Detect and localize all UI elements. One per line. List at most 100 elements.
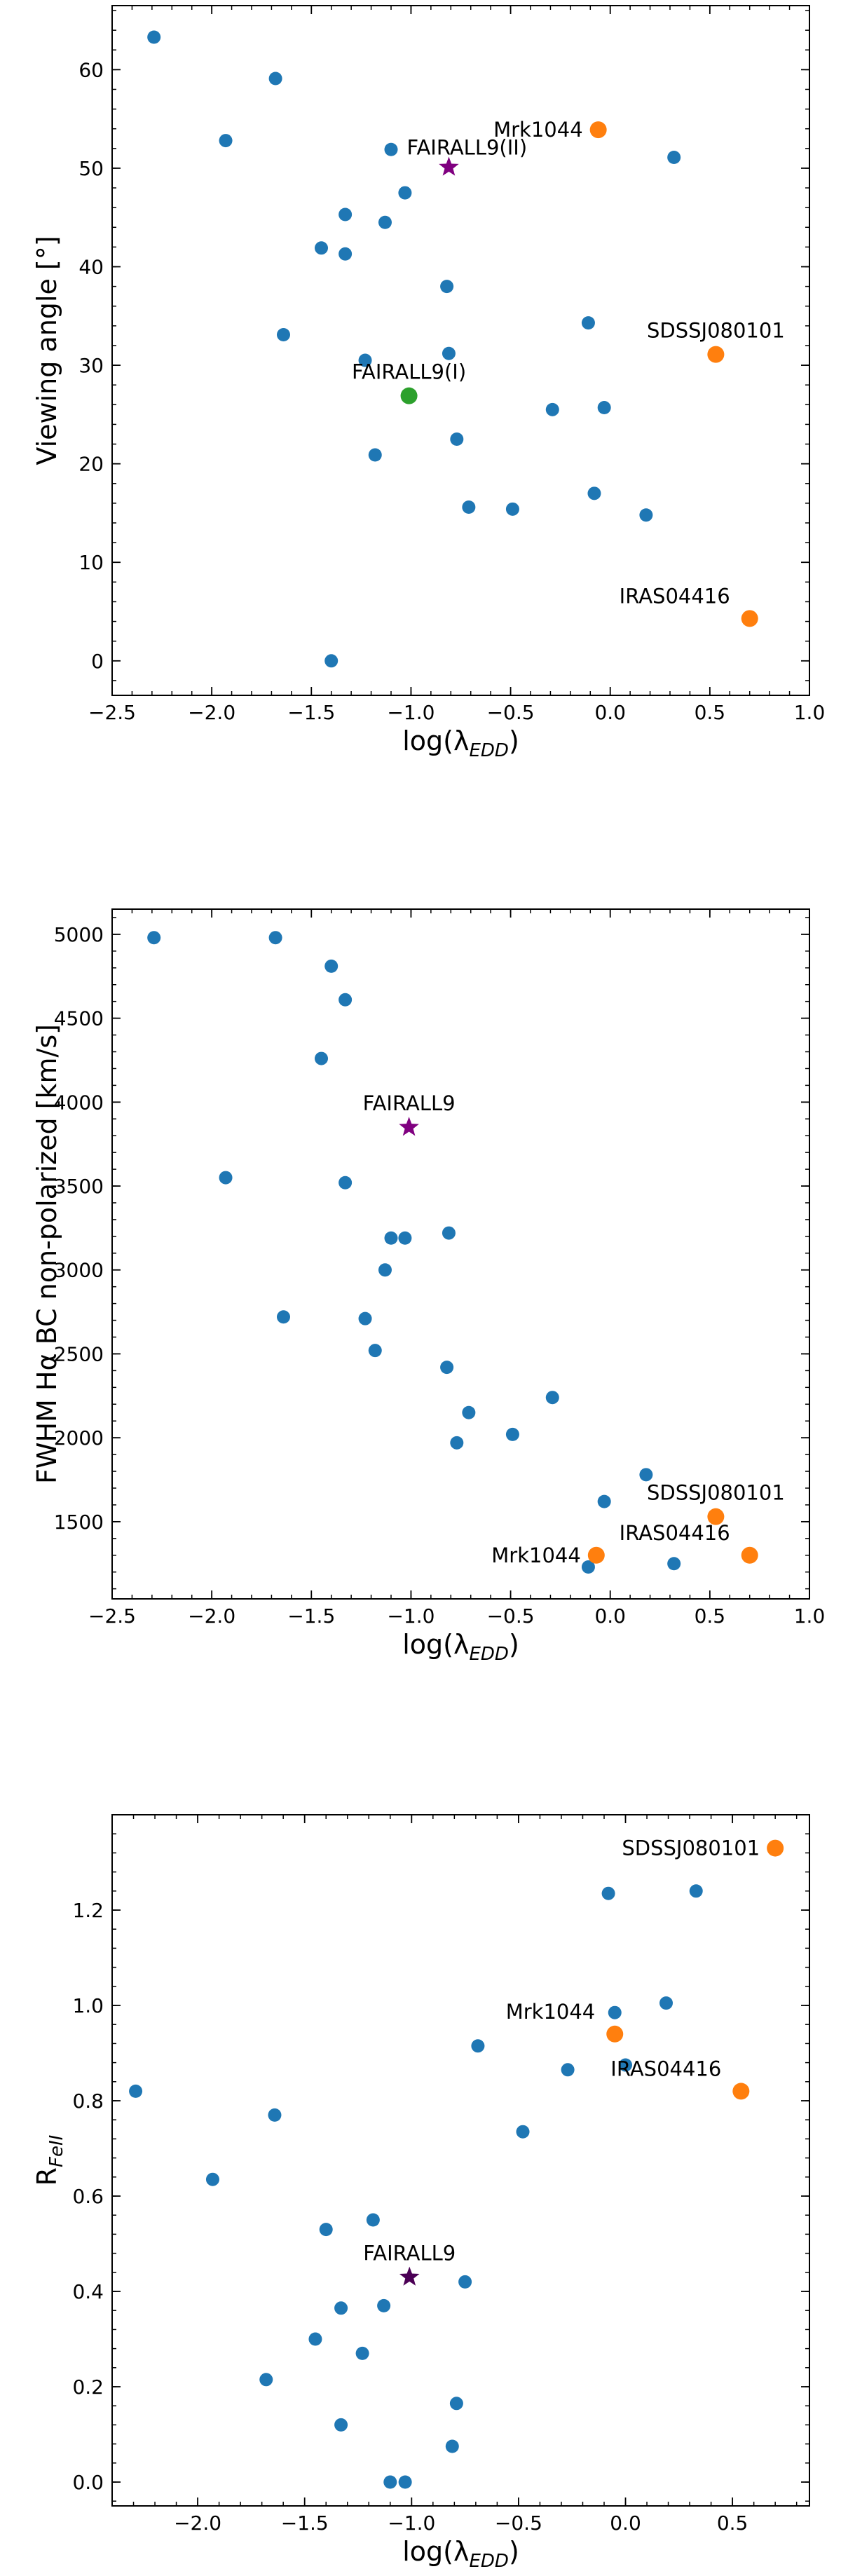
- highlight-star-marker: [399, 1117, 419, 1136]
- sample-point: [259, 2373, 273, 2387]
- x-axis-label-close: ): [509, 725, 519, 756]
- sample-point: [545, 402, 559, 416]
- sample-point: [324, 654, 339, 668]
- highlight-point: [767, 1839, 784, 1857]
- highlight-point: [707, 1508, 725, 1525]
- x-tick-label: 0.5: [695, 1604, 726, 1628]
- highlight-point: [707, 346, 725, 363]
- sample-point: [384, 1231, 398, 1245]
- sample-point: [268, 2108, 282, 2122]
- y-axis-label: Viewing angle [°]: [32, 236, 62, 465]
- y-tick-label: 1500: [54, 1511, 104, 1534]
- highlight-label: FAIRALL9: [363, 1091, 456, 1115]
- sample-point: [268, 931, 282, 945]
- sample-point: [377, 2298, 391, 2312]
- sample-point: [308, 2332, 322, 2346]
- y-tick-label: 2000: [54, 1426, 104, 1450]
- sample-point: [205, 2172, 219, 2186]
- sample-point: [462, 500, 476, 514]
- sample-point: [319, 2223, 333, 2237]
- sample-point: [368, 448, 382, 462]
- x-tick-label: −1.0: [388, 2512, 435, 2535]
- sample-point: [597, 401, 611, 415]
- x-axis-label-close: ): [509, 2536, 519, 2567]
- sample-point: [608, 2005, 622, 2019]
- x-axis-label-main: log(λ: [402, 725, 469, 756]
- sample-point: [384, 142, 398, 156]
- highlight-point: [589, 121, 607, 139]
- sample-point: [334, 2301, 348, 2315]
- y-tick-label: 5000: [54, 923, 104, 946]
- x-tick-label: 0.0: [594, 1604, 626, 1628]
- highlight-point: [741, 1546, 758, 1564]
- sample-point: [358, 1311, 372, 1326]
- highlight-label: FAIRALL9: [363, 2242, 456, 2265]
- sample-point: [378, 215, 392, 229]
- sample-point: [276, 328, 290, 342]
- highlight-label: IRAS04416: [620, 1521, 730, 1545]
- x-axis-label-close: ): [509, 1629, 519, 1660]
- sample-point: [587, 486, 601, 500]
- x-tick-label: −2.0: [174, 2512, 221, 2535]
- x-axis-label: log(λEDD): [402, 2536, 519, 2572]
- sample-point: [619, 2058, 633, 2072]
- sample-point: [449, 2397, 463, 2411]
- sample-point: [440, 1361, 454, 1375]
- y-tick-label: 1.2: [72, 1899, 104, 1922]
- highlight-label: Mrk1044: [491, 1543, 581, 1567]
- highlight-label: FAIRALL9(I): [352, 360, 466, 384]
- highlight-star-marker: [399, 2266, 420, 2286]
- y-tick-label: 50: [78, 157, 104, 180]
- y-tick-label: 0.8: [72, 2090, 104, 2113]
- sample-point: [442, 346, 456, 360]
- highlight-label: SDSSJ080101: [622, 1836, 760, 1860]
- highlight-point: [587, 1546, 605, 1564]
- sample-point: [505, 1427, 519, 1441]
- sample-point: [398, 1231, 412, 1245]
- x-tick-label: −0.5: [487, 701, 535, 724]
- sample-point: [398, 2475, 412, 2489]
- sample-point: [545, 1391, 559, 1405]
- y-tick-label: 60: [78, 58, 104, 81]
- sample-point: [689, 1884, 703, 1898]
- x-tick-label: −1.5: [281, 2512, 329, 2535]
- sample-point: [276, 1310, 290, 1324]
- y-tick-label: 1.0: [72, 1994, 104, 2017]
- rfeii-panel: −2.0 −1.5 −1.0 −0.5 0.0 0.5 0.0 0.2 0.4 0.6 0.8 1.0…: [32, 1814, 810, 2572]
- sample-point: [581, 1560, 595, 1574]
- sample-point: [334, 2418, 348, 2432]
- y-tick-label: 30: [78, 354, 104, 377]
- sample-point: [315, 1051, 328, 1065]
- sample-point: [366, 2213, 380, 2227]
- x-axis-label: log(λEDD): [402, 725, 519, 761]
- highlight-label: IRAS04416: [610, 2057, 721, 2080]
- x-axis-label-main: log(λ: [402, 2536, 469, 2567]
- sample-point: [458, 2275, 472, 2289]
- x-tick-label: −2.0: [188, 1604, 235, 1628]
- x-tick-label: −1.0: [387, 701, 435, 724]
- highlight-point: [606, 2025, 624, 2043]
- sample-point: [462, 1405, 476, 1419]
- x-tick-label: −1.5: [287, 701, 335, 724]
- x-tick-label: 0.0: [594, 701, 626, 724]
- sample-point: [147, 931, 161, 945]
- sample-point: [450, 432, 464, 447]
- highlight-label: SDSSJ080101: [647, 319, 785, 343]
- sample-point: [339, 247, 353, 261]
- sample-point: [368, 1344, 382, 1358]
- highlight-point: [400, 387, 418, 404]
- plot-frame: [111, 908, 810, 1600]
- y-tick-label: 0.6: [72, 2185, 104, 2208]
- y-axis-label-subscript: FeII: [46, 2135, 67, 2167]
- x-axis-label-subscript: EDD: [469, 2551, 508, 2572]
- x-tick-label: −2.5: [88, 1604, 136, 1628]
- sample-point: [581, 316, 595, 330]
- y-axis-label-main: R: [32, 2167, 62, 2186]
- x-tick-label: −1.5: [287, 1604, 335, 1628]
- sample-point: [398, 186, 412, 200]
- sample-point: [355, 2346, 369, 2360]
- sample-point: [597, 1494, 611, 1508]
- sample-point: [667, 150, 681, 164]
